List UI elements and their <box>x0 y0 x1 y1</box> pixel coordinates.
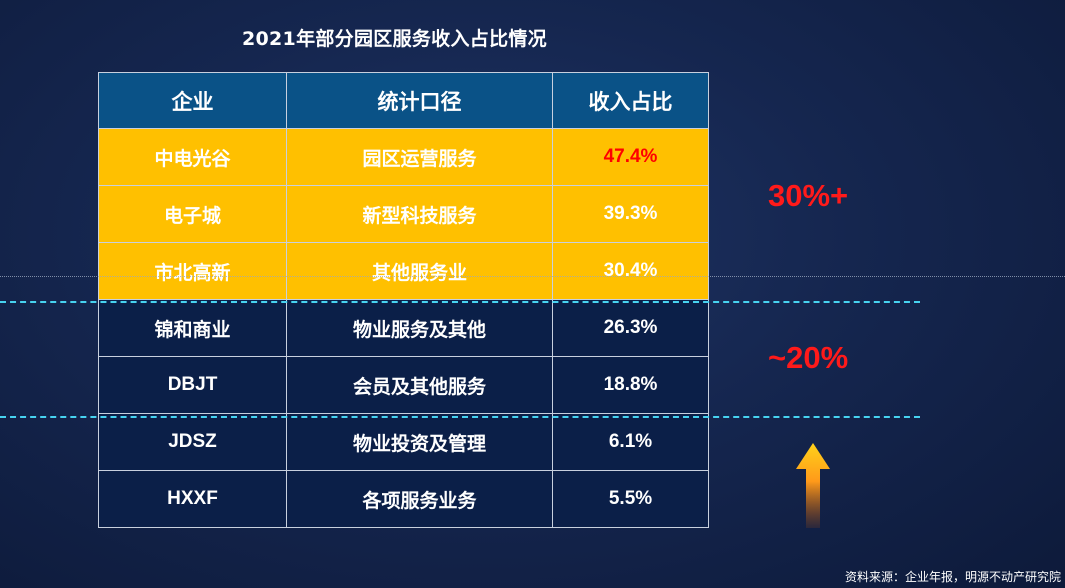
tier-divider-lower <box>0 416 920 418</box>
tier2-annotation: ~20% <box>768 340 849 375</box>
up-arrow-icon <box>796 443 830 528</box>
dotted-divider <box>0 276 1065 277</box>
cell-scope: 各项服务业务 <box>286 470 553 528</box>
cell-share: 26.3% <box>552 299 709 357</box>
cell-company: 电子城 <box>98 185 287 243</box>
cell-company: 锦和商业 <box>98 299 287 357</box>
cell-company: HXXF <box>98 470 287 528</box>
cell-company: 市北高新 <box>98 242 287 300</box>
cell-company: DBJT <box>98 356 287 414</box>
table-row: 锦和商业 物业服务及其他 26.3% <box>98 299 709 357</box>
table-header-row: 企业 统计口径 收入占比 <box>98 72 709 129</box>
cell-share: 6.1% <box>552 413 709 471</box>
header-share: 收入占比 <box>552 72 709 129</box>
page-title: 2021年部分园区服务收入占比情况 <box>242 28 547 50</box>
header-company: 企业 <box>98 72 287 129</box>
cell-scope: 会员及其他服务 <box>286 356 553 414</box>
table-row: 电子城 新型科技服务 39.3% <box>98 185 709 243</box>
cell-scope: 物业服务及其他 <box>286 299 553 357</box>
service-income-table: 企业 统计口径 收入占比 中电光谷 园区运营服务 47.4% 电子城 新型科技服… <box>98 72 709 528</box>
table-row: HXXF 各项服务业务 5.5% <box>98 470 709 528</box>
cell-share: 5.5% <box>552 470 709 528</box>
cell-scope: 新型科技服务 <box>286 185 553 243</box>
table-row: JDSZ 物业投资及管理 6.1% <box>98 413 709 471</box>
tier-divider-upper <box>0 301 920 303</box>
table-row: DBJT 会员及其他服务 18.8% <box>98 356 709 414</box>
cell-share: 39.3% <box>552 185 709 243</box>
cell-company: 中电光谷 <box>98 128 287 186</box>
table-row: 市北高新 其他服务业 30.4% <box>98 242 709 300</box>
cell-company: JDSZ <box>98 413 287 471</box>
tier1-annotation: 30%+ <box>768 178 849 213</box>
cell-share: 30.4% <box>552 242 709 300</box>
source-note: 资料来源：企业年报，明源不动产研究院 <box>844 570 1061 584</box>
cell-scope: 物业投资及管理 <box>286 413 553 471</box>
cell-share: 18.8% <box>552 356 709 414</box>
cell-scope: 园区运营服务 <box>286 128 553 186</box>
cell-scope: 其他服务业 <box>286 242 553 300</box>
table-row: 中电光谷 园区运营服务 47.4% <box>98 128 709 186</box>
cell-share: 47.4% <box>552 128 709 186</box>
header-scope: 统计口径 <box>286 72 553 129</box>
